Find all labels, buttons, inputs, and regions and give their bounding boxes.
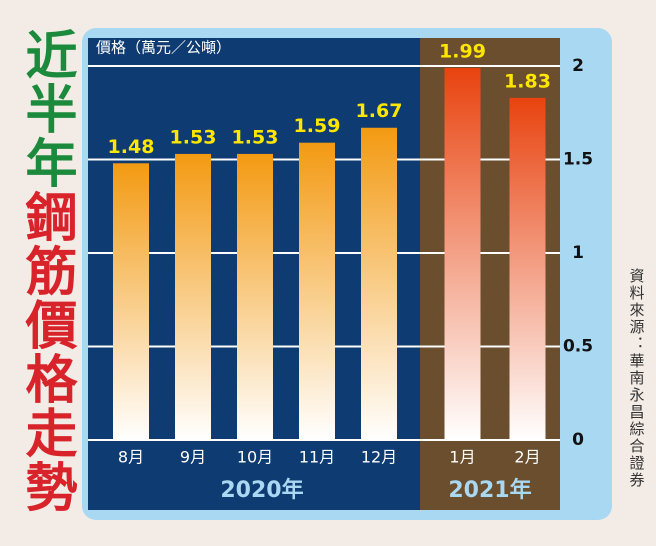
y-tick-label: 2 [572,56,584,76]
value-label: 1.83 [504,70,551,92]
value-label: 1.59 [294,115,341,137]
x-tick-label: 8月 [118,448,144,467]
x-tick-label: 9月 [180,448,206,467]
chart-title: 鋼筋價格走勢 [16,190,78,514]
source-note: 資料來源：華南永昌綜合證券 [628,268,646,489]
value-label: 1.99 [439,40,486,62]
value-label: 1.48 [108,136,155,158]
y-axis-label: 價格（萬元／公噸） [96,39,231,57]
bar [237,153,273,440]
bar [113,163,149,440]
x-tick-label: 1月 [449,448,475,467]
y-tick-label: 1 [572,243,584,263]
bar [444,67,481,440]
value-label: 1.67 [356,100,403,122]
x-tick-label: 12月 [361,448,397,467]
group-label: 2020年 [220,477,303,503]
y-tick-label: 0.5 [563,337,593,357]
bar [175,153,211,440]
value-label: 1.53 [232,126,279,148]
bar [299,142,335,440]
y-tick-label: 0 [572,430,584,450]
chart-title: 近半年 [16,28,77,190]
group-label: 2021年 [448,477,531,503]
value-label: 1.53 [170,126,217,148]
bar [361,127,397,440]
bar [509,97,546,441]
x-tick-label: 10月 [237,448,273,467]
x-tick-label: 11月 [299,448,335,467]
y-tick-label: 1.5 [563,150,593,170]
x-tick-label: 2月 [514,448,540,467]
